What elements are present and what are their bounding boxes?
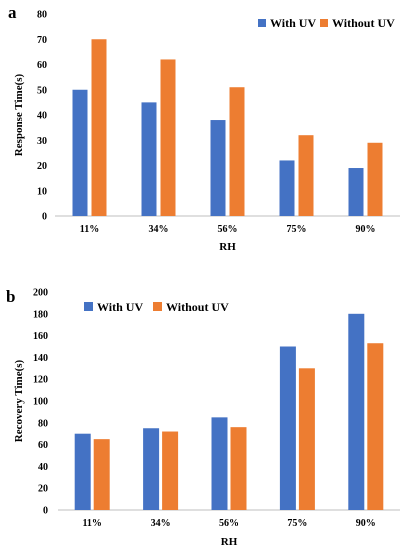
y-tick-label: 120: [33, 375, 48, 386]
x-tick-label: 75%: [287, 518, 307, 529]
bars-a: [72, 39, 383, 217]
panel-label-b: b: [6, 287, 15, 306]
x-tick-labels-b: 11% 34% 56% 75% 90%: [82, 518, 375, 529]
x-axis-title-a: RH: [219, 241, 236, 253]
bar-without-uv-75pct: [298, 135, 314, 216]
x-tick-label: 11%: [82, 518, 101, 529]
bar-with-uv-34pct: [141, 102, 157, 216]
x-axis-title-b: RH: [221, 536, 238, 548]
bar-with-uv-56pct: [211, 417, 228, 510]
x-tick-labels-a: 11% 34% 56% 75% 90%: [80, 224, 376, 235]
y-tick-label: 10: [37, 186, 47, 197]
panel-label-a: a: [8, 3, 17, 22]
chart-a: a 0 10 20 30 40 50 60 70 80 11% 34% 56% 75% 90% RH R…: [8, 3, 400, 253]
legend-swatch-with-uv-b: [84, 302, 93, 311]
y-tick-label: 20: [38, 484, 48, 495]
bar-without-uv-56pct: [229, 87, 245, 216]
legend-swatch-with-uv-a: [258, 19, 266, 27]
y-axis-title-b: Recovery Time(s): [13, 359, 25, 442]
bar-without-uv-90pct: [367, 343, 384, 510]
legend-label-without-uv-a: Without UV: [332, 16, 395, 30]
legend-label-with-uv-b: With UV: [97, 300, 143, 314]
bar-with-uv-90pct: [348, 313, 365, 510]
x-tick-label: 11%: [80, 224, 99, 235]
bar-without-uv-90pct: [367, 142, 383, 216]
bar-with-uv-34pct: [143, 428, 160, 510]
bar-with-uv-11pct: [74, 433, 91, 510]
legend-swatch-without-uv-a: [320, 19, 328, 27]
y-tick-labels-a: 0 10 20 30 40 50 60 70 80: [37, 10, 47, 223]
bars-b: [74, 313, 384, 510]
y-tick-label: 50: [37, 85, 47, 96]
x-tick-label: 90%: [356, 518, 376, 529]
y-tick-label: 80: [37, 10, 47, 21]
x-tick-label: 56%: [218, 224, 238, 235]
legend-label-without-uv-b: Without UV: [166, 300, 229, 314]
legend-swatch-without-uv-b: [153, 302, 162, 311]
bar-with-uv-11pct: [72, 89, 88, 216]
y-tick-label: 40: [38, 462, 48, 473]
y-tick-label: 80: [38, 418, 48, 429]
bar-with-uv-75pct: [279, 160, 295, 216]
y-tick-labels-b: 0 20 40 60 80 100 120 140 160 180 200: [33, 288, 48, 517]
bar-without-uv-34pct: [162, 431, 179, 510]
y-tick-label: 100: [33, 397, 48, 408]
y-tick-label: 0: [42, 212, 47, 223]
y-tick-label: 70: [37, 35, 47, 46]
y-tick-label: 20: [37, 161, 47, 172]
legend-b: With UV Without UV: [84, 300, 229, 314]
bar-without-uv-75pct: [298, 368, 315, 510]
x-tick-label: 56%: [219, 518, 239, 529]
chart-b: b 0 20 40 60 80 100 120 140 160 180 200 11% 34% 56% 7…: [6, 287, 400, 548]
bar-with-uv-90pct: [348, 168, 364, 216]
legend-a: With UV Without UV: [258, 16, 395, 30]
legend-label-with-uv-a: With UV: [270, 16, 316, 30]
y-tick-label: 30: [37, 136, 47, 147]
y-tick-label: 200: [33, 288, 48, 299]
bar-without-uv-11pct: [93, 439, 110, 510]
bar-without-uv-11pct: [91, 39, 107, 216]
y-tick-label: 0: [43, 506, 48, 517]
y-tick-label: 40: [37, 111, 47, 122]
bar-without-uv-34pct: [160, 59, 176, 217]
y-tick-label: 160: [33, 331, 48, 342]
x-tick-label: 75%: [287, 224, 307, 235]
y-tick-label: 180: [33, 309, 48, 320]
x-tick-label: 34%: [151, 518, 171, 529]
bar-without-uv-56pct: [230, 427, 247, 510]
y-axis-title-a: Response Time(s): [13, 73, 25, 156]
x-tick-label: 90%: [356, 224, 376, 235]
y-tick-label: 140: [33, 353, 48, 364]
x-tick-label: 34%: [149, 224, 169, 235]
bar-with-uv-75pct: [279, 346, 296, 510]
y-tick-label: 60: [38, 440, 48, 451]
y-tick-label: 60: [37, 60, 47, 71]
bar-with-uv-56pct: [210, 120, 226, 216]
